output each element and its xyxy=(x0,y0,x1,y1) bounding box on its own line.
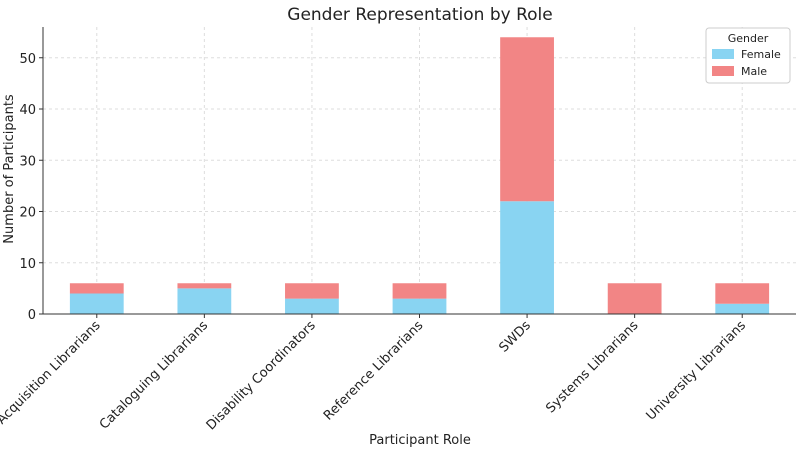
bar-male-0 xyxy=(69,283,124,294)
x-tick-label-1: Cataloguing Librarians xyxy=(97,318,212,433)
y-tick-label-5: 50 xyxy=(19,52,36,67)
y-tick-label-3: 30 xyxy=(19,154,36,169)
y-axis-label: Number of Participants xyxy=(2,94,17,244)
bar-male-6 xyxy=(715,283,770,304)
y-tick-label-4: 40 xyxy=(19,103,36,118)
y-ticks: 0 10 20 30 40 50 xyxy=(19,52,43,323)
bar-male-1 xyxy=(177,283,232,289)
legend-swatch-female xyxy=(712,49,734,59)
y-tick-label-2: 20 xyxy=(19,206,36,221)
grid xyxy=(43,27,796,315)
y-tick-label-1: 10 xyxy=(19,257,36,272)
y-tick-label-0: 0 xyxy=(28,308,36,323)
bar-female-3 xyxy=(392,298,447,314)
x-tick-label-6: University Librarians xyxy=(644,318,750,424)
bars xyxy=(69,37,770,314)
x-axis-label: Participant Role xyxy=(369,433,471,448)
bar-female-1 xyxy=(177,288,232,314)
x-tick-label-2: Disability Coordinators xyxy=(204,318,319,433)
bar-female-0 xyxy=(69,293,124,314)
legend-title: Gender xyxy=(728,32,769,45)
bar-male-5 xyxy=(607,283,662,314)
legend-label-male: Male xyxy=(741,65,767,78)
bar-female-6 xyxy=(715,303,770,314)
bar-male-4 xyxy=(500,37,554,202)
legend: Gender Female Male xyxy=(705,27,791,84)
x-tick-label-4: SWDs xyxy=(497,318,535,356)
x-tick-label-3: Reference Librarians xyxy=(321,318,426,423)
bar-male-3 xyxy=(392,283,447,299)
legend-label-female: Female xyxy=(741,48,781,61)
bar-female-2 xyxy=(285,298,339,314)
x-tick-label-0: Acquisition Librarians xyxy=(0,318,104,428)
chart-title: Gender Representation by Role xyxy=(287,5,552,25)
x-tick-label-5: Systems Librarians xyxy=(543,318,641,416)
legend-swatch-male xyxy=(712,66,734,76)
bar-male-2 xyxy=(285,283,339,299)
bar-female-4 xyxy=(500,201,554,314)
